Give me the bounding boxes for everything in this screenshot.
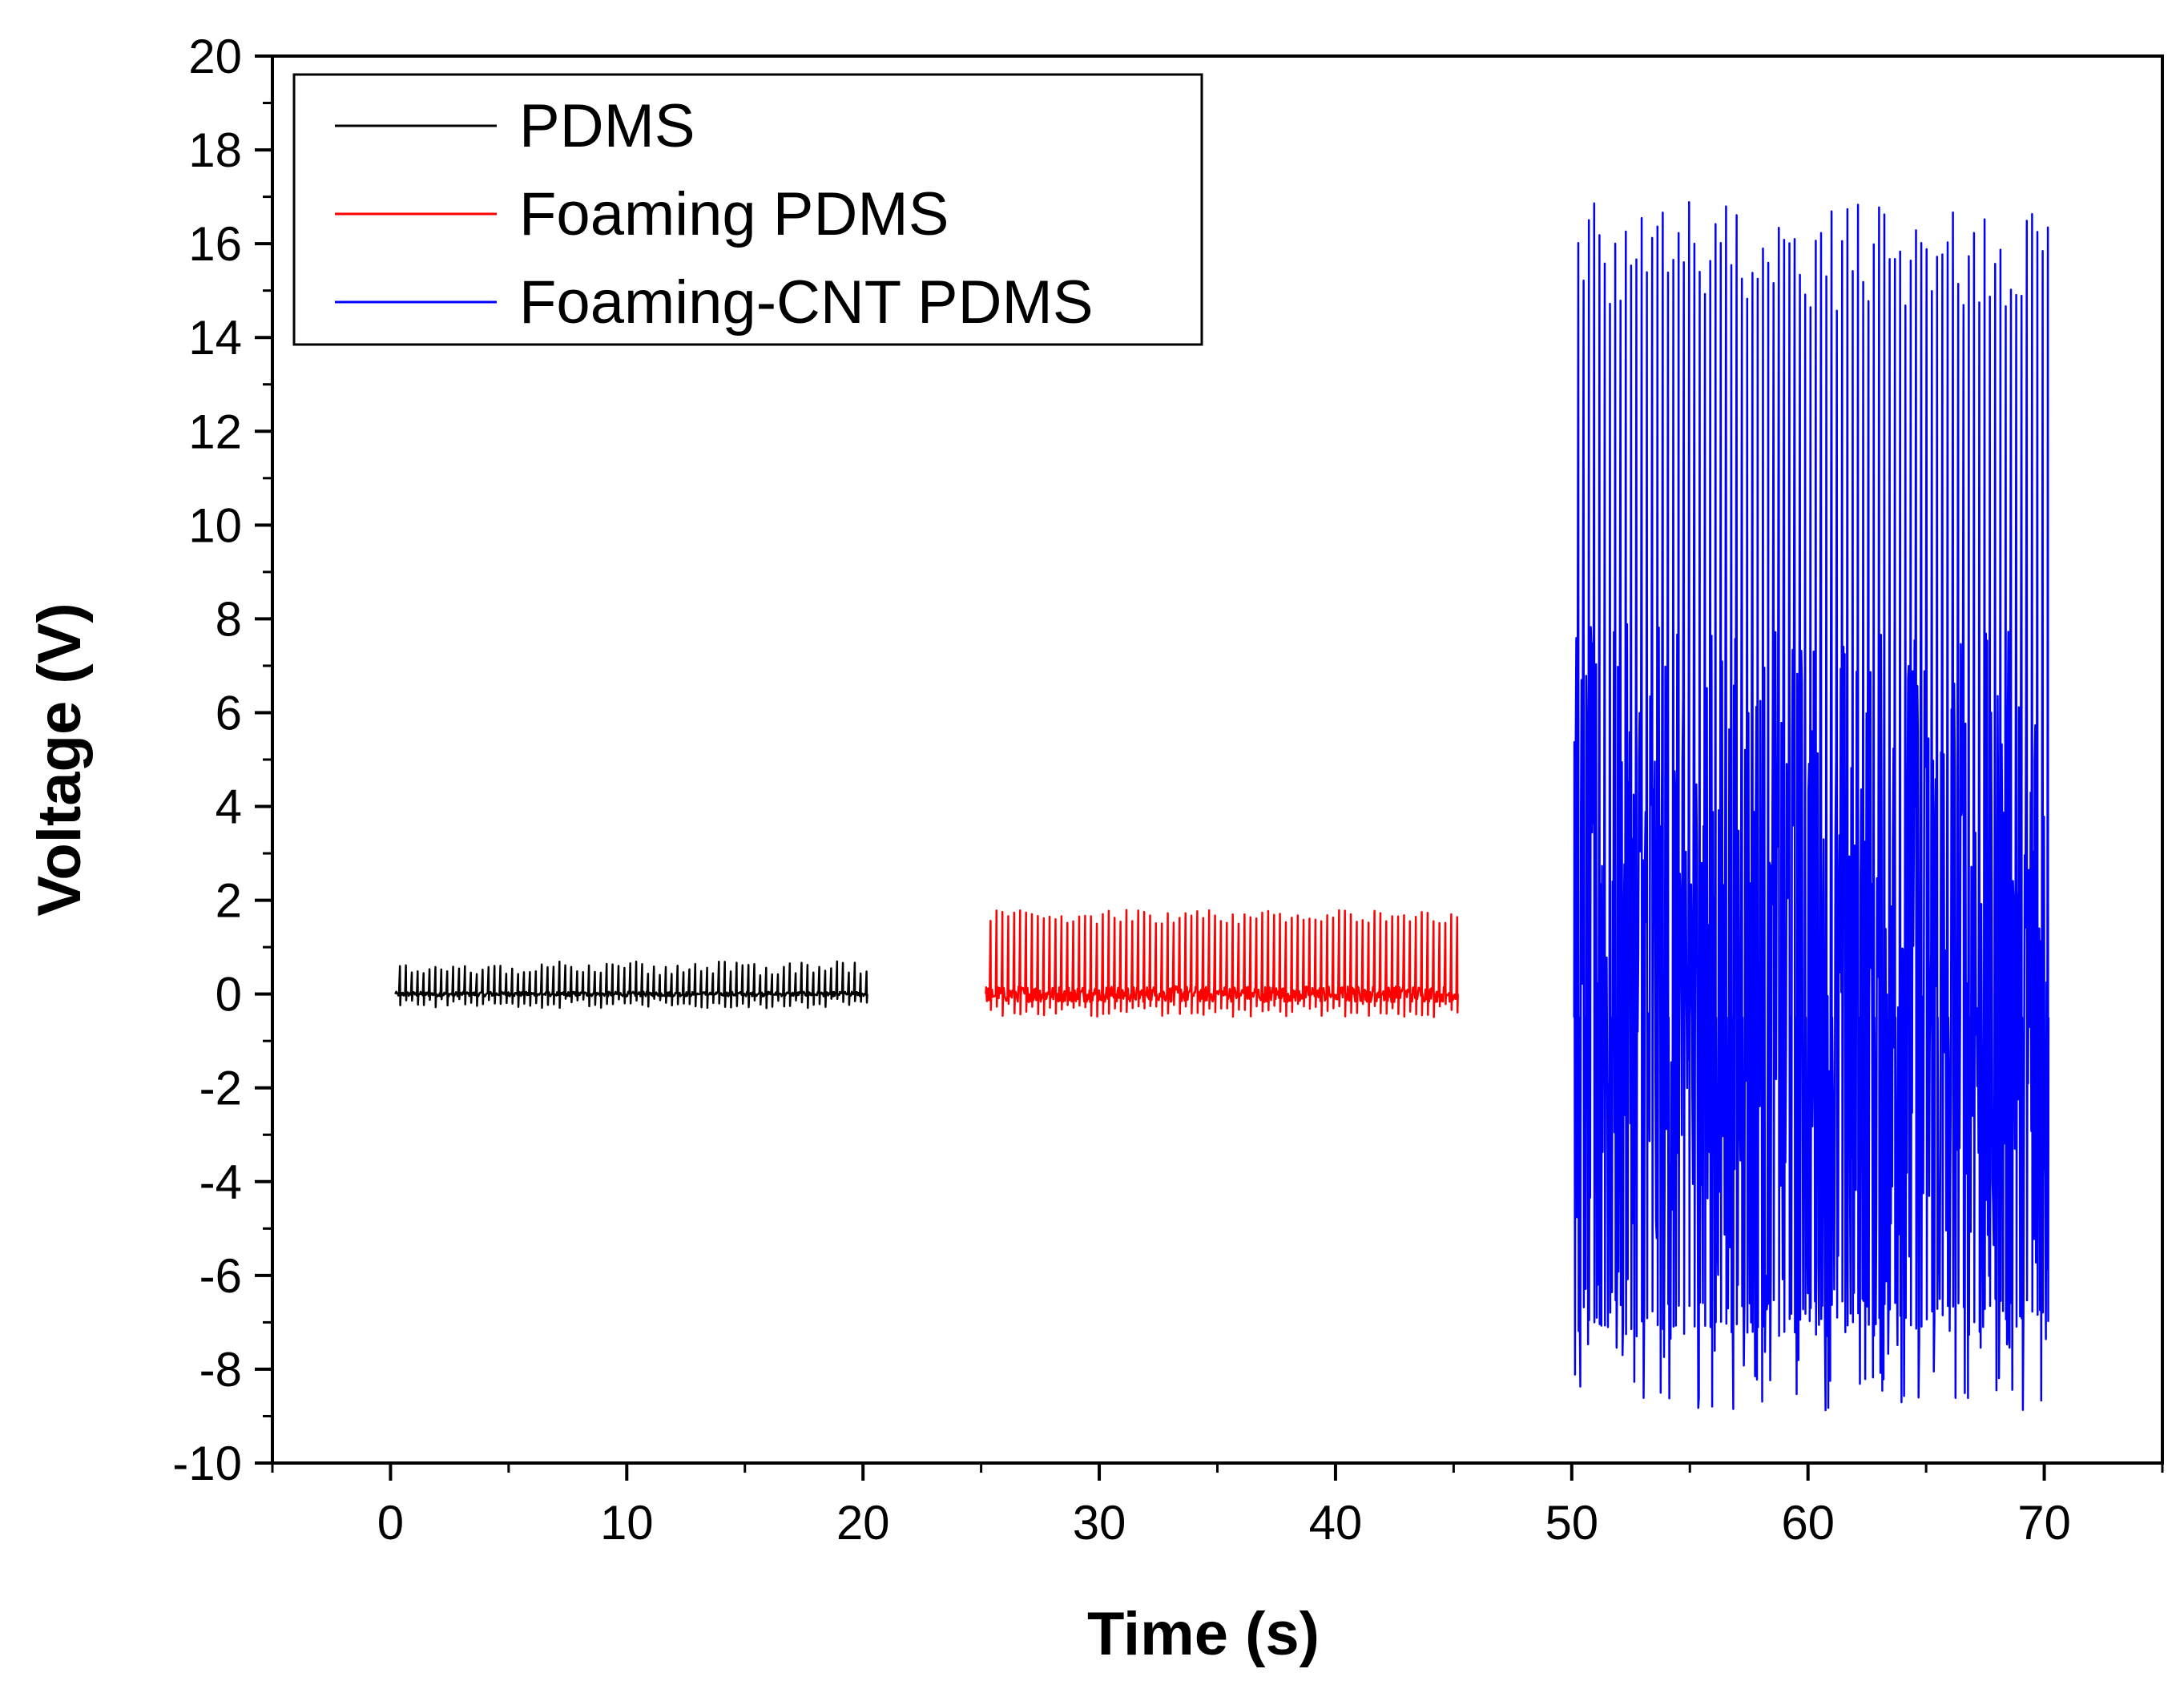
y-tick-label: 4 <box>216 780 242 834</box>
y-tick-label: -6 <box>199 1249 242 1303</box>
y-tick-label: -2 <box>199 1062 242 1115</box>
x-tick-label: 60 <box>1781 1496 1835 1550</box>
y-tick-label: -10 <box>172 1437 242 1490</box>
legend: PDMS Foaming PDMS Foaming-CNT PDMS <box>292 73 1203 346</box>
series-line-foaming-cnt-pdms <box>1573 200 2050 1412</box>
y-tick-label: 20 <box>188 30 242 83</box>
y-tick-label: 12 <box>188 405 242 458</box>
legend-box <box>292 73 1203 346</box>
y-tick-label: 10 <box>188 498 242 552</box>
y-tick-label: 8 <box>216 592 242 646</box>
y-axis-title: Voltage (V) <box>26 603 94 916</box>
series-line-foaming-pdms <box>985 909 1459 1018</box>
data-series-layer <box>394 200 2050 1412</box>
y-tick-label: 16 <box>188 217 242 271</box>
legend-label: PDMS <box>519 92 695 160</box>
series-line-pdms <box>394 960 868 1010</box>
legend-label: Foaming-CNT PDMS <box>519 268 1094 337</box>
y-tick-label: 14 <box>188 311 242 365</box>
x-tick-label: 30 <box>1073 1496 1126 1550</box>
x-tick-label: 0 <box>377 1496 404 1550</box>
y-tick-label: 2 <box>216 874 242 928</box>
x-tick-label: 20 <box>836 1496 890 1550</box>
y-tick-label: -4 <box>199 1155 242 1209</box>
y-tick-label: -8 <box>199 1343 242 1397</box>
x-axis-title: Time (s) <box>1087 1600 1320 1668</box>
x-tick-label: 70 <box>2017 1496 2071 1550</box>
axes-layer: 0 10 20 30 40 50 60 70 -10 -8 -6 -4 -2 0 2 4 6 8 10 12 14 16 1… <box>172 30 2164 1550</box>
x-tick-label: 10 <box>600 1496 654 1550</box>
x-tick-label: 50 <box>1545 1496 1598 1550</box>
x-tick-label: 40 <box>1309 1496 1363 1550</box>
legend-label: Foaming PDMS <box>519 180 949 248</box>
y-tick-label: 0 <box>216 968 242 1022</box>
y-tick-label: 6 <box>216 686 242 740</box>
y-tick-label: 18 <box>188 123 242 177</box>
